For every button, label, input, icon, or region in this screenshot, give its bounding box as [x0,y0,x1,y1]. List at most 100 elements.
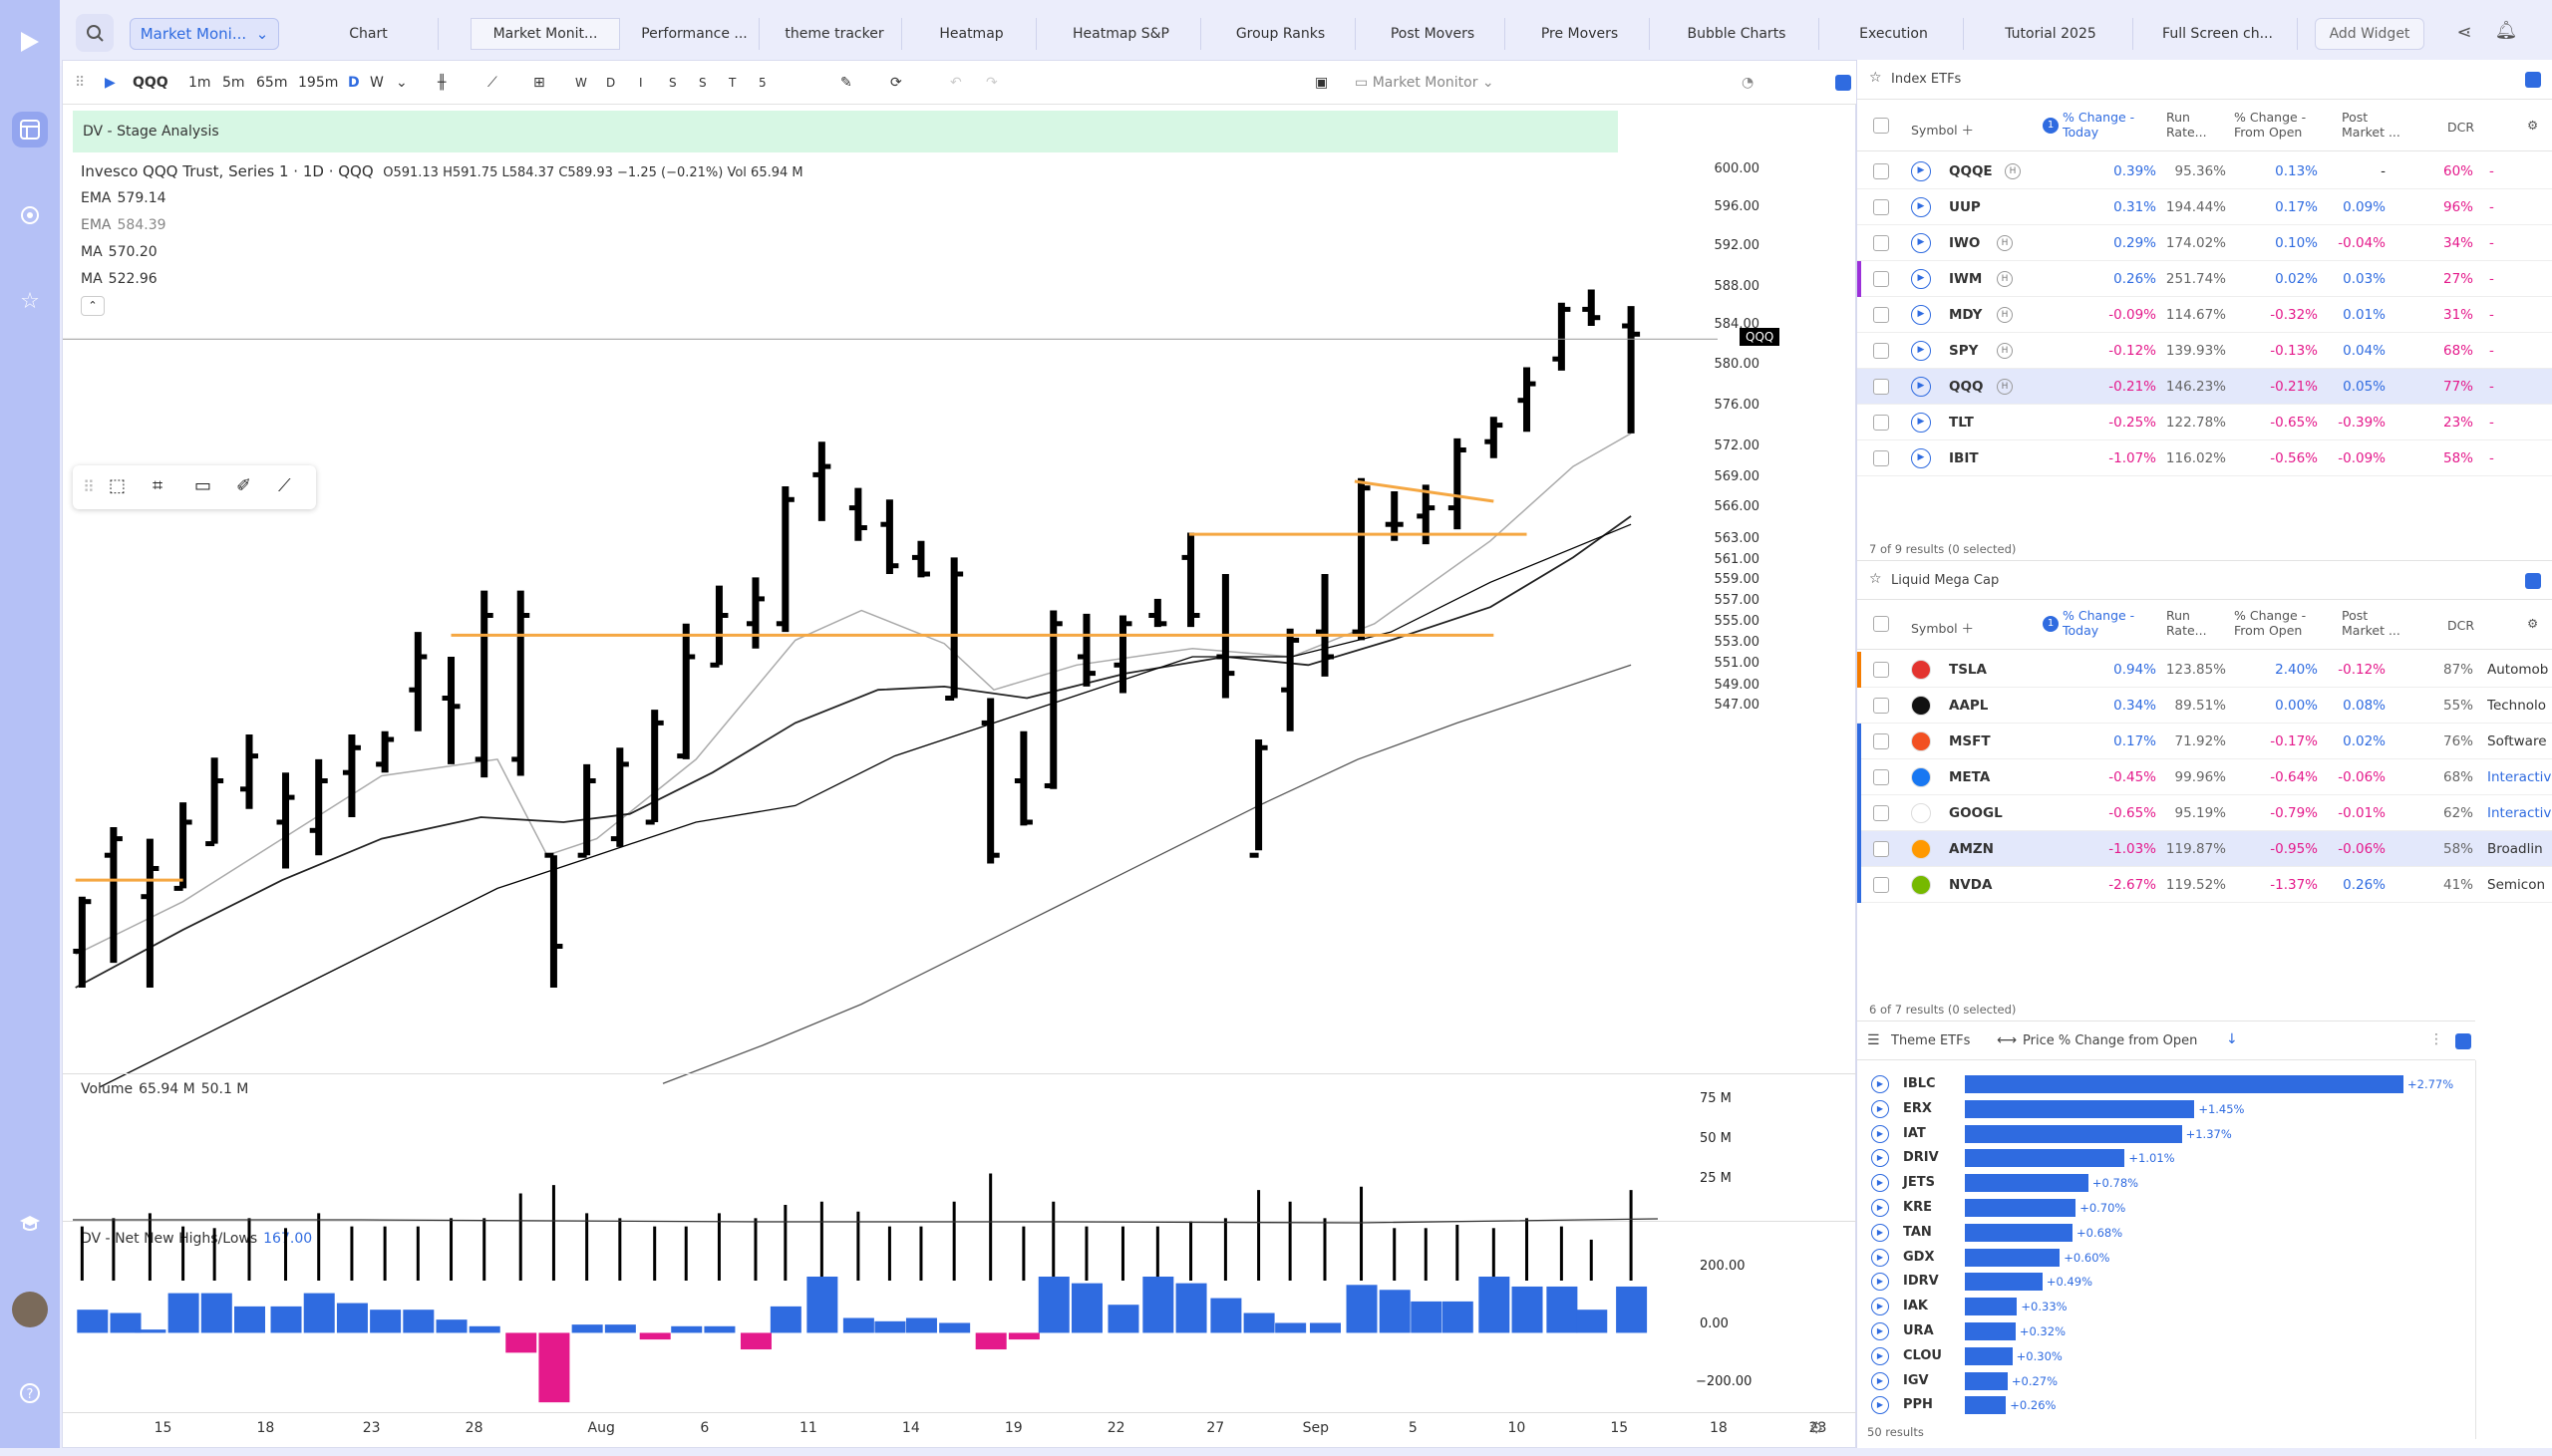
row-checkbox[interactable] [1873,307,1889,323]
tab-bubble-charts[interactable]: Bubble Charts [1655,18,1819,50]
menu-icon[interactable]: ☰ [1867,1032,1880,1048]
bar-style-icon[interactable]: ╫ [438,75,447,91]
link-color-icon[interactable] [2525,72,2541,88]
col-run-rate[interactable]: Run Rate... [2166,110,2207,140]
theme-row[interactable]: ▶ CLOU +0.30% [1857,1344,2475,1368]
draw-icon[interactable]: ✎ [840,75,852,91]
search-icon[interactable] [76,14,114,52]
col-symbol[interactable]: Symbol ＋ [1911,621,1975,636]
row-checkbox[interactable] [1873,235,1889,251]
help-icon[interactable]: ? [12,1375,48,1411]
row-checkbox[interactable] [1873,733,1889,749]
price-chart[interactable] [63,160,1757,1137]
tab-chart[interactable]: Chart [299,18,439,50]
row-checkbox[interactable] [1873,343,1889,359]
interval-195m[interactable]: 195m [298,75,339,91]
play-icon[interactable]: ▶ [1871,1149,1889,1168]
settings-gear-icon[interactable]: ⚙ [1809,1418,1824,1437]
col-run-rate[interactable]: Run Rate... [2166,608,2207,638]
table-row[interactable]: NVDA -2.67% 119.52% -1.37% 0.26% 41% Semicon [1857,867,2552,903]
tab-performance[interactable]: Performance ... [630,18,760,50]
table-row[interactable]: AMZN -1.03% 119.87% -0.95% -0.06% 58% Broadlin [1857,831,2552,867]
trend-line[interactable] [1354,479,1494,503]
more-icon[interactable]: ⋮ [2429,1031,2443,1047]
tab-group-ranks[interactable]: Group Ranks [1206,18,1356,50]
play-icon[interactable]: ▶ [1871,1199,1889,1217]
refresh-icon[interactable]: ⟳ [890,75,902,91]
gear-icon[interactable]: ⚙ [2527,616,2539,631]
play-icon[interactable]: ▶ [1911,305,1931,325]
tab-market-monitor-main[interactable]: Market Moni... ⌄ [130,18,279,50]
tab-heatmap-sp[interactable]: Heatmap S&P [1042,18,1201,50]
tab-pre-movers[interactable]: Pre Movers [1510,18,1650,50]
layout-select[interactable]: ▭ Market Monitor ⌄ [1355,75,1494,91]
theme-row[interactable]: ▶ GDX +0.60% [1857,1246,2475,1270]
indicators-icon[interactable]: ⟋ [487,75,497,91]
play-icon[interactable]: ▶ [1871,1322,1889,1340]
play-icon[interactable]: ▶ [1871,1298,1889,1316]
theme-row[interactable]: ▶ PPH +0.26% [1857,1393,2475,1417]
interval-65m[interactable]: 65m [256,75,288,91]
star-icon[interactable]: ☆ [20,288,40,314]
tab-tutorial-2025[interactable]: Tutorial 2025 [1969,18,2133,50]
col-dcr[interactable]: DCR [2447,120,2475,135]
theme-row[interactable]: ▶ JETS +0.78% [1857,1171,2475,1195]
play-icon[interactable]: ▶ [1871,1223,1889,1242]
select-all-checkbox[interactable] [1873,616,1889,632]
interval-1m[interactable]: 1m [188,75,211,91]
layout-icon[interactable]: ▣ [1315,75,1329,91]
row-checkbox[interactable] [1873,769,1889,785]
table-row[interactable]: ▶ QQQE H 0.39% 95.36% 0.13% -60% - [1857,153,2552,189]
theme-row[interactable]: ▶ TAN +0.68% [1857,1221,2475,1245]
user-avatar[interactable] [12,1292,48,1327]
logo-icon[interactable] [12,24,48,60]
alert-icon[interactable]: ◔ [1742,75,1754,91]
gear-icon[interactable]: ⚙ [2527,118,2539,133]
row-checkbox[interactable] [1873,877,1889,893]
row-checkbox[interactable] [1873,805,1889,821]
drag-handle-icon[interactable]: ⠿ [75,75,86,91]
tab-market-monitor[interactable]: Market Monit... [471,18,620,50]
chevron-down-icon[interactable]: ⌄ [396,75,408,91]
col-dcr[interactable]: DCR [2447,618,2475,633]
col-symbol[interactable]: Symbol ＋ [1911,123,1975,138]
row-checkbox[interactable] [1873,271,1889,287]
play-icon[interactable]: ▶ [1871,1174,1889,1193]
table-row[interactable]: ▶ IWM H 0.26% 251.74% 0.02% 0.03% 27% - [1857,261,2552,297]
col-change-today[interactable]: % Change - Today [2063,110,2135,140]
tab-full-screen-chart[interactable]: Full Screen ch... [2138,18,2298,50]
theme-row[interactable]: ▶ IDRV +0.49% [1857,1270,2475,1294]
link-color-icon[interactable] [1835,75,1851,91]
play-icon[interactable]: ▶ [1871,1248,1889,1267]
range-w[interactable]: W [575,76,587,90]
row-checkbox[interactable] [1873,379,1889,395]
theme-row[interactable]: ▶ URA +0.32% [1857,1319,2475,1343]
table-row[interactable]: META -0.45% 99.96% -0.64% -0.06% 68% Interacti… [1857,759,2552,795]
theme-row[interactable]: ▶ DRIV +1.01% [1857,1146,2475,1170]
link-color-icon[interactable] [2455,1033,2471,1049]
bell-icon[interactable]: 🔔︎ [2494,20,2518,41]
table-row[interactable]: ▶ TLT -0.25% 122.78% -0.65% -0.39% 23% - [1857,405,2552,440]
tab-post-movers[interactable]: Post Movers [1361,18,1505,50]
add-widget-button[interactable]: Add Widget [2315,18,2424,50]
play-icon[interactable]: ▶ [1871,1273,1889,1292]
interval-d[interactable]: D [348,75,360,91]
line-tool-icon[interactable]: ⟋ [278,475,291,496]
table-row[interactable]: ▶ QQQ H -0.21% 146.23% -0.21% 0.05% 77% - [1857,369,2552,405]
symbol-input[interactable]: QQQ [133,75,168,91]
table-row[interactable]: GOOGL -0.65% 95.19% -0.79% -0.01% 62% Interact… [1857,795,2552,831]
col-change-open[interactable]: % Change - From Open [2234,110,2307,140]
play-icon[interactable]: ▶ [1871,1371,1889,1390]
star-icon[interactable]: ☆ [1869,70,1882,86]
row-checkbox[interactable] [1873,841,1889,857]
redo-icon[interactable]: ↷ [986,75,998,91]
play-icon[interactable]: ▶ [1871,1346,1889,1365]
tab-theme-tracker[interactable]: theme tracker [768,18,902,50]
theme-row[interactable]: ▶ IAK +0.33% [1857,1295,2475,1318]
select-all-checkbox[interactable] [1873,118,1889,134]
play-icon[interactable]: ▶ [1911,161,1931,181]
dashboard-icon[interactable] [12,112,48,147]
table-row[interactable]: ▶ SPY H -0.12% 139.93% -0.13% 0.04% 68% - [1857,333,2552,369]
play-icon[interactable]: ▶ [1911,197,1931,217]
theme-row[interactable]: ▶ ERX +1.45% [1857,1097,2475,1121]
